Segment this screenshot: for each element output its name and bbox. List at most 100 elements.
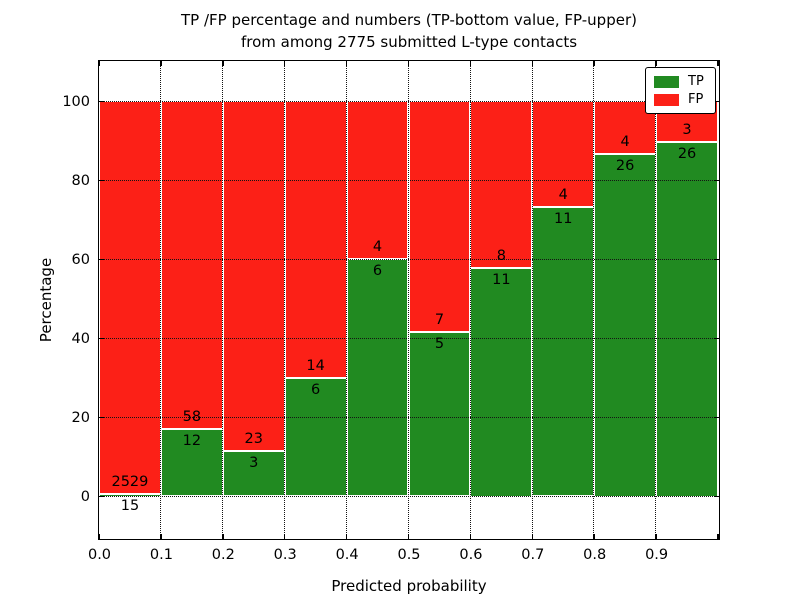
bar-segment-fp [160,101,223,429]
x-tick-mark-top [407,61,410,66]
y-tick-label: 40 [71,330,90,347]
gridline-h [99,258,719,260]
y-tick-label: 20 [71,409,90,426]
x-tick-mark-top [531,61,534,66]
gridline-v [160,61,162,539]
legend-tp-label: TP [688,74,704,89]
y-tick-mark-left [99,495,104,498]
tp-count-label: 6 [311,381,321,398]
fp-count-label: 7 [434,311,445,328]
y-tick-mark-right [714,416,719,419]
gridline-v [345,61,347,539]
gridline-v [283,61,285,539]
x-tick-mark-bottom [717,534,719,539]
y-tick-mark-right [714,258,719,261]
x-tick-mark-top [655,61,657,66]
y-tick-mark-right [714,100,719,103]
tp-count-label: 11 [492,271,511,288]
legend-item-fp: FP [654,91,715,109]
x-tick-label: 0.0 [87,547,112,563]
chart-title-line-1: TP /FP percentage and numbers (TP-bottom… [181,11,637,29]
bar-segment-tp [656,142,718,497]
x-tick-mark-top [469,61,472,66]
bar-segment-tp [470,267,533,497]
y-tick-label: 60 [71,251,90,268]
y-tick-mark-left [99,179,104,182]
x-tick-mark-top [283,61,286,66]
x-tick-label: 0.2 [211,547,235,563]
x-tick-mark-top [345,61,348,66]
tp-count-label: 15 [120,498,140,515]
legend-fp-swatch [654,94,679,106]
legend-item-tp: TP [654,73,715,91]
y-tick-mark-right [714,495,719,498]
x-tick-mark-top [717,61,719,66]
x-tick-mark-bottom [655,534,657,539]
fp-count-label: 8 [496,247,506,264]
tp-count-label: 26 [677,146,697,163]
fp-count-label: 3 [682,122,692,139]
x-tick-mark-top [593,61,595,66]
y-tick-label: 100 [62,93,90,110]
fp-count-label: 4 [372,239,383,256]
plot-area: 2529 15 58 12 23 3 14 6 4 6 7 5 8 11 4 11 4 26 3 26 [98,60,720,540]
legend-fp-label: FP [688,92,704,107]
gridline-h [99,495,719,497]
gridline-h [99,179,719,181]
x-tick-mark-bottom [345,534,348,539]
fp-count-label: 2529 [111,474,149,491]
x-tick-mark-bottom [98,534,100,539]
x-tick-mark-bottom [531,534,534,539]
tp-count-label: 3 [249,454,259,471]
x-tick-mark-bottom [160,534,162,539]
y-tick-label: 80 [71,172,90,189]
x-tick-mark-bottom [469,534,472,539]
bar-segment-fp [470,101,533,268]
x-tick-label: 0.4 [335,547,359,563]
y-tick-mark-left [99,100,104,103]
gridline-v [655,61,657,539]
y-tick-mark-right [714,179,719,182]
gridline-v [593,61,595,539]
bar-segment-fp [222,101,285,451]
bar-segment-tp [594,154,657,497]
x-tick-label: 0.7 [521,547,545,563]
gridline-h [99,100,719,102]
fp-count-label: 58 [182,408,202,425]
bar-segment-tp [346,259,409,497]
x-tick-label: 0.9 [645,547,669,563]
fp-count-label: 23 [244,430,263,447]
gridline-v [469,61,471,539]
legend-tp-swatch [654,76,679,88]
gridline-v [407,61,409,539]
x-tick-mark-top [98,61,100,66]
tp-count-label: 26 [615,158,635,174]
bar-segment-fp [284,101,347,378]
tp-count-label: 6 [372,263,383,280]
x-axis-label: Predicted probability [331,577,487,595]
fp-count-label: 4 [620,134,630,150]
y-tick-label: 0 [80,489,90,505]
gridline-v [531,61,533,539]
tp-count-label: 5 [434,335,445,352]
chart-title-line-2: from among 2775 submitted L-type contact… [240,33,578,51]
bar-segment-fp [408,101,471,332]
x-tick-label: 0.6 [459,547,483,563]
y-tick-mark-left [99,337,104,340]
fp-count-label: 14 [306,357,325,374]
tp-count-label: 11 [554,210,573,227]
x-tick-label: 0.5 [397,547,421,563]
x-tick-mark-bottom [593,534,595,539]
bar-segment-fp [99,101,161,495]
bar-segment-fp [532,101,595,207]
fp-count-label: 4 [558,186,568,203]
x-tick-mark-bottom [407,534,410,539]
chart-title: TP /FP percentage and numbers (TP-bottom… [98,9,720,53]
tp-count-label: 12 [182,432,202,449]
x-tick-mark-top [160,61,162,66]
gridline-h [99,337,719,339]
gridline-h [99,416,719,418]
x-tick-mark-top [222,61,224,66]
bar-segment-tp [532,206,595,497]
